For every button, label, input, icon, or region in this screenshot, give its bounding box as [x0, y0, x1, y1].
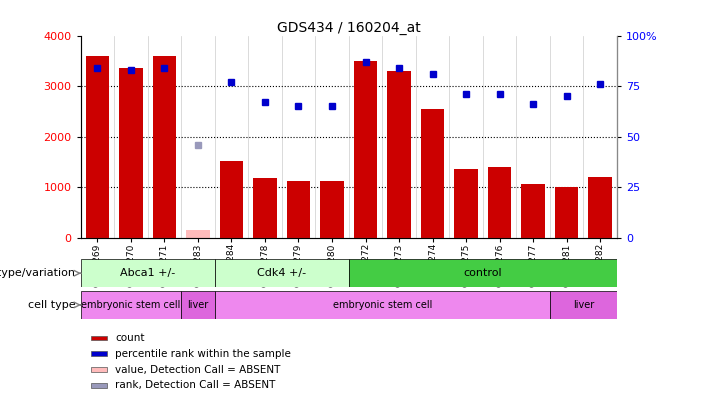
Bar [91, 367, 107, 372]
Text: percentile rank within the sample: percentile rank within the sample [116, 349, 292, 359]
Bar [550, 291, 617, 319]
Text: embryonic stem cell: embryonic stem cell [332, 300, 432, 310]
Bar [488, 168, 511, 238]
Bar [555, 187, 578, 238]
Bar [588, 177, 612, 238]
Text: cell type: cell type [27, 300, 75, 310]
Bar [421, 109, 444, 238]
Text: count: count [116, 333, 145, 343]
Bar [186, 230, 210, 238]
Text: liver: liver [573, 300, 594, 310]
Bar [153, 56, 176, 238]
Bar [387, 71, 411, 238]
Bar [287, 181, 311, 238]
Text: rank, Detection Call = ABSENT: rank, Detection Call = ABSENT [116, 381, 276, 390]
Bar [320, 181, 343, 238]
Text: control: control [463, 268, 502, 278]
Bar [81, 259, 215, 287]
Text: liver: liver [187, 300, 209, 310]
Text: genotype/variation: genotype/variation [0, 268, 75, 278]
Bar [119, 69, 142, 238]
Bar [354, 61, 377, 238]
Bar [81, 291, 181, 319]
Bar [86, 56, 109, 238]
Bar [91, 352, 107, 356]
Bar [91, 336, 107, 340]
Bar [215, 259, 349, 287]
Text: embryonic stem cell: embryonic stem cell [81, 300, 181, 310]
Bar [219, 161, 243, 238]
Text: value, Detection Call = ABSENT: value, Detection Call = ABSENT [116, 365, 281, 375]
Bar [215, 291, 550, 319]
Text: Abca1 +/-: Abca1 +/- [120, 268, 175, 278]
Bar [253, 178, 277, 238]
Bar [91, 383, 107, 388]
Bar [522, 184, 545, 238]
Bar [349, 259, 617, 287]
Text: Cdk4 +/-: Cdk4 +/- [257, 268, 306, 278]
Bar [454, 169, 478, 238]
Bar [181, 291, 215, 319]
Title: GDS434 / 160204_at: GDS434 / 160204_at [277, 21, 421, 34]
